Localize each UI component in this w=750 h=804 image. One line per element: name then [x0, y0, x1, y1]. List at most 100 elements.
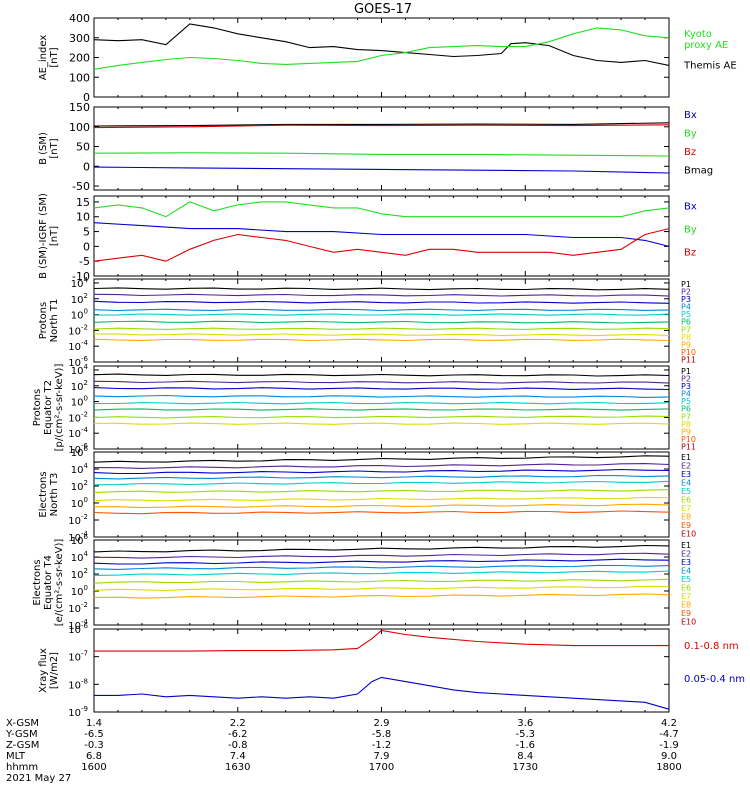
series-line-0-1-0-8-nm — [94, 629, 669, 652]
axis-value-z: -1.2 — [372, 740, 392, 751]
y-axis-label: Xray flux — [38, 648, 49, 693]
y-tick-label: 10-2 — [68, 323, 88, 337]
y-tick-label: 50 — [76, 141, 90, 154]
legend-entry: E8 — [681, 513, 691, 522]
axis-row-label: 2021 May 27 — [6, 773, 71, 784]
y-axis-label: Protons — [38, 302, 49, 339]
series-line-Themis-AE — [93, 23, 670, 66]
y-axis-label: [nT] — [49, 226, 60, 246]
series-line-Kyoto-proxy-AE — [93, 27, 670, 70]
y-tick-label: -10 — [72, 270, 90, 283]
axis-value-x: 4.2 — [661, 718, 677, 729]
legend-entry: E2 — [681, 550, 691, 559]
legend-entry: P7 — [681, 325, 691, 334]
legend-entry: P10 — [681, 435, 696, 444]
series-line-E8 — [93, 593, 670, 599]
y-tick-label: 200 — [69, 52, 90, 65]
y-tick-label: 5 — [83, 226, 90, 239]
legend-entry: P11 — [681, 442, 696, 451]
series-line-P1 — [93, 373, 670, 377]
series-line-E3 — [93, 468, 670, 475]
y-axis-label: North T1 — [49, 299, 60, 343]
legend-entry: By — [684, 129, 697, 140]
series-line-P5 — [93, 313, 670, 316]
y-tick-label: 300 — [69, 32, 90, 45]
panel-3: -10 -5 05 10 15 B (SM)-IGRF (SM) [nT] Bx By Bz — [38, 193, 697, 283]
series-line-Bx — [93, 166, 670, 174]
axis-value-z: -0.8 — [228, 740, 248, 751]
y-axis-label: AE_index — [38, 35, 49, 81]
legend-entry: E4 — [681, 567, 691, 576]
y-tick-label: 10-7 — [68, 650, 88, 664]
legend-entry: P11 — [681, 355, 696, 364]
y-tick-label: 100 — [71, 584, 88, 598]
y-tick-label: 100 — [71, 395, 88, 409]
legend-entry: Bz — [684, 247, 696, 258]
y-axis-label: [nT] — [49, 138, 60, 158]
legend-entry: E10 — [681, 618, 696, 627]
y-axis-label: [nT] — [49, 47, 60, 67]
legend-entry: E9 — [681, 521, 691, 530]
legend-entry: P2 — [681, 288, 691, 297]
legend-entry: E10 — [681, 530, 696, 539]
series-line-P5 — [93, 401, 670, 405]
series-line-0-05-0-4-nm — [94, 676, 670, 710]
axis-value-hhmm: 1630 — [225, 762, 250, 773]
legend-entry: P3 — [681, 382, 691, 391]
y-axis-label: [p/(cm²-s-sr-keV)] — [54, 364, 65, 452]
series-line-E6 — [93, 578, 670, 584]
y-tick-label: 106 — [71, 445, 89, 459]
axis-value-x: 2.2 — [230, 718, 246, 729]
panel-frame — [93, 106, 670, 191]
axis-value-hhmm: 1730 — [513, 762, 538, 773]
y-tick-label: 0 — [83, 240, 90, 253]
legend-entry: By — [684, 225, 697, 236]
axis-value-z: -1.9 — [659, 740, 679, 751]
axis-value-y: -6.5 — [84, 729, 104, 740]
chart-title: GOES-17 — [354, 2, 412, 17]
series-line-P1 — [93, 287, 670, 291]
y-tick-label: 10-2 — [68, 601, 88, 615]
y-axis-label: [W/m2] — [49, 652, 60, 689]
series-line-P3 — [93, 387, 670, 391]
y-tick-label: -50 — [72, 180, 90, 193]
legend-entry: E8 — [681, 601, 691, 610]
axis-value-y: -6.2 — [228, 729, 248, 740]
axis-value-hhmm: 1700 — [369, 762, 394, 773]
legend-entry: Kyoto — [684, 29, 712, 40]
y-tick-label: 102 — [71, 479, 88, 493]
y-tick-label: 102 — [71, 567, 88, 581]
y-tick-label: 104 — [71, 550, 89, 564]
axis-value-x: 2.9 — [374, 718, 390, 729]
y-tick-label: 150 — [69, 101, 90, 114]
axis-value-y: -5.8 — [372, 729, 392, 740]
y-tick-label: 10 — [76, 211, 90, 224]
panel-7: 10-4 10-2 100 102 104 106 Electrons Equator T4[… — [32, 533, 696, 632]
series-line-E8 — [93, 503, 670, 509]
y-tick-label: 10-4 — [68, 618, 88, 632]
legend-entry: E1 — [681, 453, 691, 462]
y-tick-label: 10-6 — [68, 442, 88, 456]
axis-row-label: X-GSM — [6, 718, 39, 729]
y-tick-label: 10-8 — [68, 677, 88, 691]
legend-entry: P6 — [681, 318, 691, 327]
axis-value-x: 1.4 — [86, 718, 102, 729]
legend-entry: P4 — [681, 303, 691, 312]
panel-2: -50 0 50 100 150 B (SM) [nT] Bx By Bz Bmag — [38, 101, 713, 193]
y-tick-label: 10-9 — [68, 705, 88, 719]
legend-entry: E1 — [681, 541, 691, 550]
axis-value-z: -1.6 — [515, 740, 535, 751]
series-line-Bz — [93, 228, 670, 262]
legend-entry: E2 — [681, 462, 691, 471]
legend-entry: E6 — [681, 496, 691, 505]
axis-value-mlt: 9.0 — [661, 751, 677, 762]
series-line-E4 — [93, 474, 670, 480]
series-line-E6 — [93, 489, 670, 494]
y-axis-label: B (SM)-IGRF (SM) — [38, 193, 49, 279]
series-line-By — [93, 152, 670, 157]
